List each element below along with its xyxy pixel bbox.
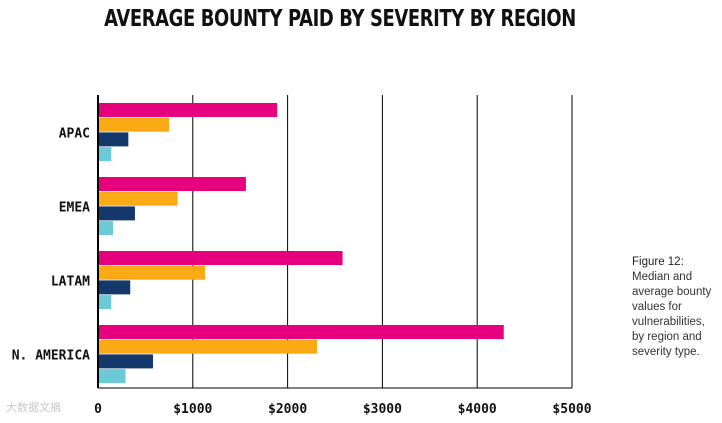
x-tick-label-0: 0	[94, 402, 102, 417]
bar-latam-low	[98, 295, 112, 310]
x-tick-label-2: $2000	[268, 402, 307, 417]
bar-n-america-medium	[98, 354, 153, 369]
bar-n-america-low	[98, 369, 126, 384]
category-label-n-america: N. AMERICA	[12, 348, 90, 363]
bar-latam-high	[98, 265, 206, 280]
bar-emea-critical	[98, 177, 246, 191]
watermark: 大数据文摘	[6, 401, 61, 414]
x-tick-label-1: $1000	[173, 402, 212, 417]
chart-title: AVERAGE BOUNTY PAID BY SEVERITY BY REGIO…	[104, 6, 576, 32]
category-label-emea: EMEA	[59, 200, 90, 215]
caption-heading: Figure 12:	[632, 256, 684, 268]
x-tick-label-3: $3000	[363, 402, 402, 417]
figure-caption: Figure 12: Median and average bounty val…	[632, 255, 720, 360]
category-label-apac: APAC	[59, 126, 90, 141]
bar-latam-critical	[98, 251, 343, 265]
x-tick-label-4: $4000	[458, 402, 497, 417]
bar-apac-high	[98, 117, 170, 132]
bar-emea-high	[98, 191, 178, 206]
bar-emea-medium	[98, 206, 135, 221]
x-tick-label-5: $5000	[552, 402, 591, 417]
bar-n-america-high	[98, 339, 317, 354]
bar-n-america-critical	[98, 325, 504, 339]
bar-apac-low	[98, 147, 112, 162]
bar-apac-medium	[98, 132, 129, 147]
bar-emea-low	[98, 221, 114, 236]
category-label-latam: LATAM	[51, 274, 90, 289]
caption-body: Median and average bounty values for vul…	[632, 271, 712, 358]
bar-apac-critical	[98, 103, 278, 117]
bar-latam-medium	[98, 280, 131, 295]
